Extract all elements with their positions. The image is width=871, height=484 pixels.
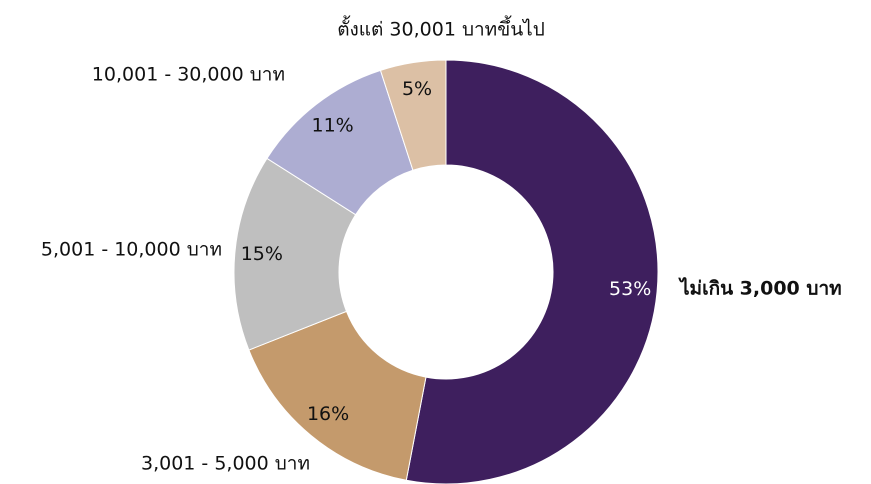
category-label: 5,001 - 10,000 บาท [41,239,222,261]
donut-slice [379,59,447,171]
data-label: 11% [311,114,353,136]
category-label: 3,001 - 5,000 บาท [141,453,310,475]
donut-slice [405,59,659,484]
category-label: ไม่เกิน 3,000 บาท [678,277,842,300]
category-label: ตั้งแต่ 30,001 บาทขึ้นไป [337,16,545,41]
donut-slice [248,310,427,481]
data-label: 16% [307,403,349,425]
data-label: 5% [402,78,432,100]
data-label: 15% [241,243,283,265]
category-label: 10,001 - 30,000 บาท [92,64,285,86]
data-label: 53% [609,278,651,300]
donut-slice [233,157,357,351]
